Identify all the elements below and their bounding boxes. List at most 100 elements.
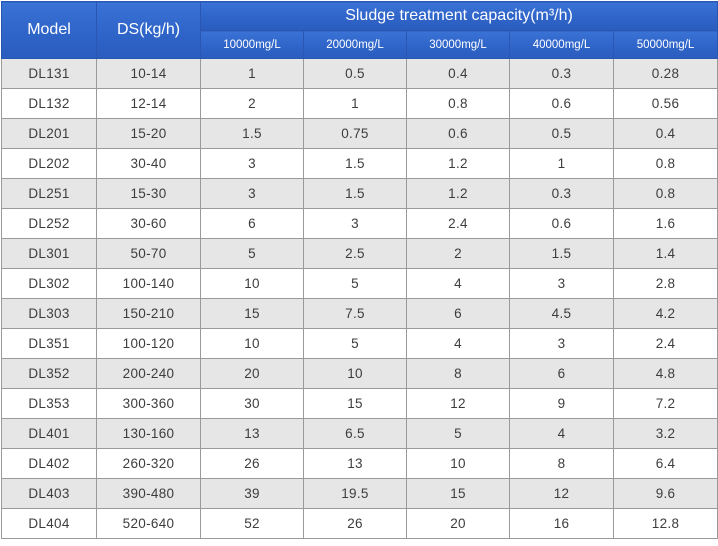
cell-capacity: 1.4 [612,238,718,269]
cell-capacity: 6.5 [303,418,407,449]
table-row: DL202 30-40 3 1.5 1.2 1 0.8 [1,148,718,179]
cell-model: DL401 [1,418,97,449]
cell-capacity: 52 [200,508,304,539]
cell-capacity: 0.56 [612,88,718,119]
cell-capacity: 2.8 [612,268,718,299]
cell-capacity: 12.8 [612,508,718,539]
cell-capacity: 1.5 [303,178,407,209]
cell-ds: 100-140 [96,268,201,299]
cell-capacity: 3.2 [612,418,718,449]
cell-capacity: 3 [509,328,614,359]
cell-capacity: 2.4 [612,328,718,359]
cell-capacity: 20 [200,358,304,389]
table-row: DL303 150-210 15 7.5 6 4.5 4.2 [1,298,718,329]
cell-capacity: 1.5 [509,238,614,269]
header-row-top: Model DS(kg/h) Sludge treatment capacity… [1,1,718,59]
header-model: Model [1,1,97,59]
cell-capacity: 0.6 [509,208,614,239]
cell-capacity: 3 [303,208,407,239]
cell-capacity: 0.6 [406,118,510,149]
cell-ds: 390-480 [96,478,201,509]
cell-capacity: 13 [200,418,304,449]
cell-ds: 520-640 [96,508,201,539]
cell-capacity: 5 [406,418,510,449]
cell-capacity: 1 [303,88,407,119]
cell-capacity: 1 [509,148,614,179]
cell-capacity: 4 [406,268,510,299]
cell-capacity: 12 [406,388,510,419]
cell-ds: 150-210 [96,298,201,329]
cell-capacity: 1.6 [612,208,718,239]
cell-capacity: 8 [509,448,614,479]
cell-capacity: 15 [406,478,510,509]
cell-capacity: 6 [200,208,304,239]
cell-capacity: 4.5 [509,298,614,329]
cell-model: DL403 [1,478,97,509]
cell-capacity: 16 [509,508,614,539]
cell-model: DL404 [1,508,97,539]
table-row: DL252 30-60 6 3 2.4 0.6 1.6 [1,208,718,239]
cell-capacity: 2.4 [406,208,510,239]
cell-capacity: 2 [200,88,304,119]
cell-capacity: 5 [200,238,304,269]
table-row: DL351 100-120 10 5 4 3 2.4 [1,328,718,359]
cell-capacity: 0.3 [509,178,614,209]
cell-capacity: 10 [200,328,304,359]
table-row: DL131 10-14 1 0.5 0.4 0.3 0.28 [1,58,718,89]
cell-capacity: 0.6 [509,88,614,119]
cell-capacity: 3 [200,148,304,179]
cell-ds: 30-60 [96,208,201,239]
cell-ds: 15-30 [96,178,201,209]
cell-capacity: 0.4 [406,58,510,89]
cell-capacity: 3 [509,268,614,299]
header-capacity: Sludge treatment capacity(m³/h) [199,1,718,31]
cell-ds: 12-14 [96,88,201,119]
table-body: DL131 10-14 1 0.5 0.4 0.3 0.28 DL132 12-14 2 1 0.8 0… [1,58,718,539]
cell-model: DL252 [1,208,97,239]
cell-model: DL201 [1,118,97,149]
header-row-concentrations: 10000mg/L 20000mg/L 30000mg/L 40000mg/L … [2,30,718,59]
cell-capacity: 2.5 [303,238,407,269]
table-row: DL301 50-70 5 2.5 2 1.5 1.4 [1,238,718,269]
cell-ds: 100-120 [96,328,201,359]
cell-ds: 200-240 [96,358,201,389]
cell-capacity: 1.5 [303,148,407,179]
cell-capacity: 6 [406,298,510,329]
cell-capacity: 15 [303,388,407,419]
cell-model: DL352 [1,358,97,389]
header-concentration: 30000mg/L [406,30,510,59]
table-row: DL403 390-480 39 19.5 15 12 9.6 [1,478,718,509]
cell-capacity: 6 [509,358,614,389]
cell-ds: 50-70 [96,238,201,269]
cell-capacity: 1.2 [406,148,510,179]
header-concentration: 50000mg/L [612,30,718,59]
cell-capacity: 9.6 [612,478,718,509]
header-concentration: 10000mg/L [200,30,304,59]
cell-model: DL402 [1,448,97,479]
cell-capacity: 7.2 [612,388,718,419]
cell-capacity: 0.8 [406,88,510,119]
cell-capacity: 4.8 [612,358,718,389]
cell-capacity: 15 [200,298,304,329]
cell-capacity: 6.4 [612,448,718,479]
table-row: DL401 130-160 13 6.5 5 4 3.2 [1,418,718,449]
table-row: DL201 15-20 1.5 0.75 0.6 0.5 0.4 [1,118,718,149]
cell-capacity: 0.8 [612,148,718,179]
cell-capacity: 5 [303,328,407,359]
cell-capacity: 13 [303,448,407,479]
cell-capacity: 4 [406,328,510,359]
cell-ds: 15-20 [96,118,201,149]
cell-capacity: 4 [509,418,614,449]
cell-capacity: 3 [200,178,304,209]
cell-capacity: 1 [200,58,304,89]
cell-capacity: 1.2 [406,178,510,209]
table-row: DL132 12-14 2 1 0.8 0.6 0.56 [1,88,718,119]
cell-model: DL301 [1,238,97,269]
cell-capacity: 0.3 [509,58,614,89]
cell-capacity: 0.4 [612,118,718,149]
header-ds: DS(kg/h) [96,1,201,59]
cell-capacity: 10 [406,448,510,479]
cell-model: DL251 [1,178,97,209]
table-row: DL251 15-30 3 1.5 1.2 0.3 0.8 [1,178,718,209]
cell-capacity: 12 [509,478,614,509]
